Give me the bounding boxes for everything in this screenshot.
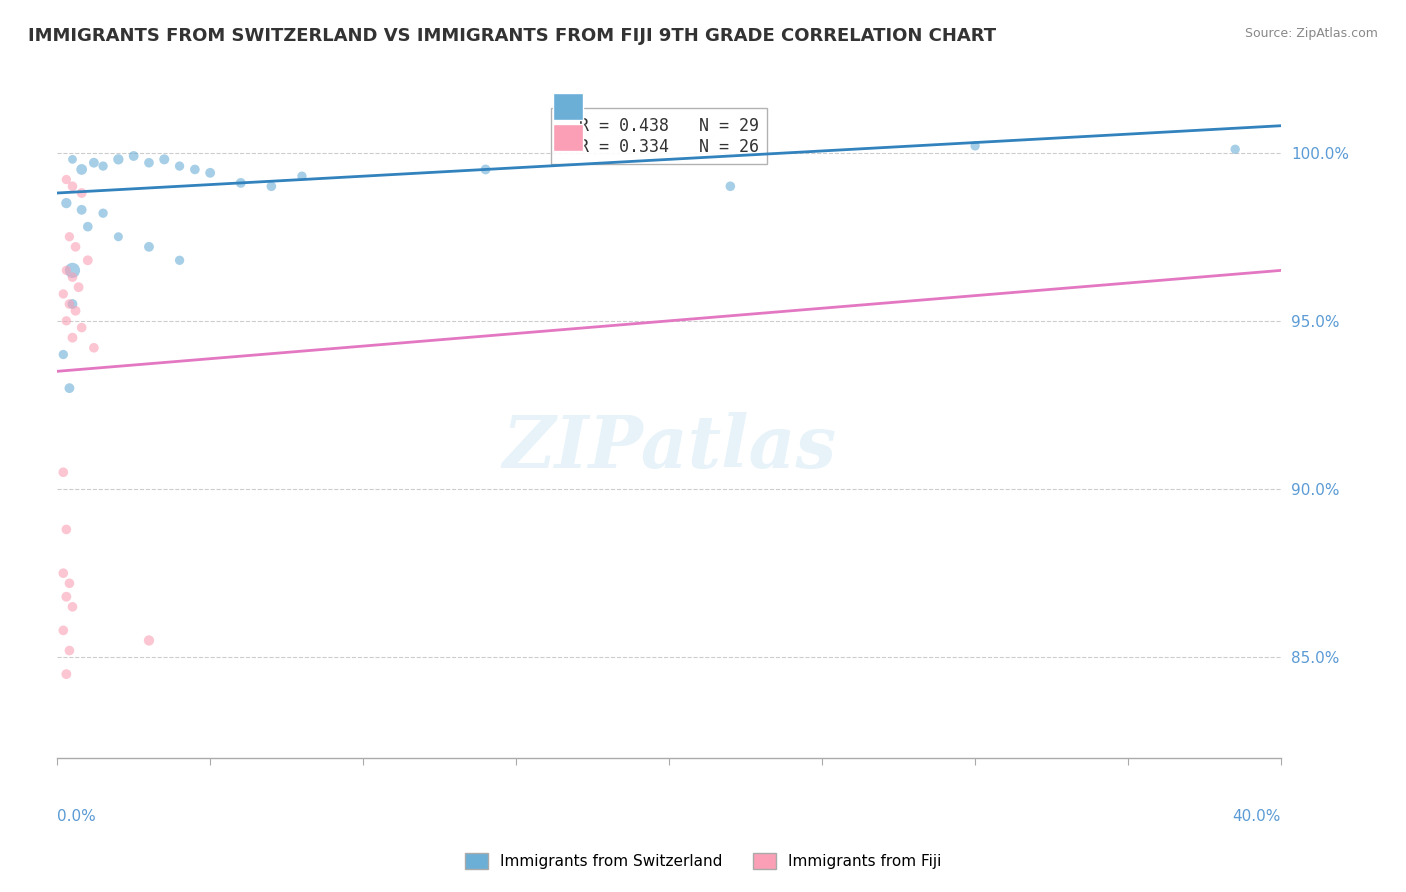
Point <box>62 297 84 311</box>
Point <box>55 172 77 186</box>
Point <box>169 159 191 173</box>
Point <box>76 253 98 268</box>
Point <box>70 186 93 200</box>
Point <box>62 153 84 167</box>
Point <box>58 576 80 591</box>
Point <box>55 314 77 328</box>
Point <box>52 347 75 361</box>
Point <box>138 155 160 169</box>
Point <box>55 196 77 211</box>
Point <box>260 179 283 194</box>
Point <box>138 240 160 254</box>
Point <box>55 590 77 604</box>
Point <box>58 229 80 244</box>
Point <box>62 179 84 194</box>
Point <box>65 303 87 318</box>
Text: Source: ZipAtlas.com: Source: ZipAtlas.com <box>1244 27 1378 40</box>
Point <box>474 162 496 177</box>
Point <box>62 270 84 285</box>
Point <box>52 624 75 638</box>
Text: R = 0.438   N = 29
  R = 0.334   N = 26: R = 0.438 N = 29 R = 0.334 N = 26 <box>560 117 759 155</box>
Point <box>55 667 77 681</box>
Point <box>138 633 160 648</box>
Point <box>70 320 93 334</box>
Point <box>1225 142 1247 156</box>
Point <box>55 523 77 537</box>
Point <box>107 153 129 167</box>
Point <box>58 297 80 311</box>
Point <box>62 599 84 614</box>
Point <box>291 169 314 184</box>
Point <box>52 566 75 581</box>
Point <box>76 219 98 234</box>
FancyBboxPatch shape <box>553 124 583 152</box>
Point <box>62 263 84 277</box>
Point <box>153 153 176 167</box>
Point <box>70 162 93 177</box>
Point <box>70 202 93 217</box>
Text: 0.0%: 0.0% <box>58 809 96 823</box>
Point <box>58 643 80 657</box>
Point <box>55 263 77 277</box>
Text: IMMIGRANTS FROM SWITZERLAND VS IMMIGRANTS FROM FIJI 9TH GRADE CORRELATION CHART: IMMIGRANTS FROM SWITZERLAND VS IMMIGRANT… <box>28 27 997 45</box>
Point <box>965 139 987 153</box>
Point <box>107 229 129 244</box>
Point <box>169 253 191 268</box>
Point <box>229 176 252 190</box>
Point <box>91 159 114 173</box>
Point <box>65 240 87 254</box>
Point <box>52 287 75 301</box>
FancyBboxPatch shape <box>553 93 583 120</box>
Point <box>83 341 105 355</box>
Point <box>122 149 145 163</box>
Point <box>62 331 84 345</box>
Point <box>67 280 90 294</box>
Text: ZIPatlas: ZIPatlas <box>502 412 837 483</box>
Point <box>718 179 741 194</box>
Point <box>58 381 80 395</box>
Point <box>198 166 221 180</box>
Point <box>91 206 114 220</box>
Legend: Immigrants from Switzerland, Immigrants from Fiji: Immigrants from Switzerland, Immigrants … <box>458 847 948 875</box>
Point <box>184 162 207 177</box>
Point <box>83 155 105 169</box>
Point <box>52 465 75 479</box>
Text: 40.0%: 40.0% <box>1233 809 1281 823</box>
